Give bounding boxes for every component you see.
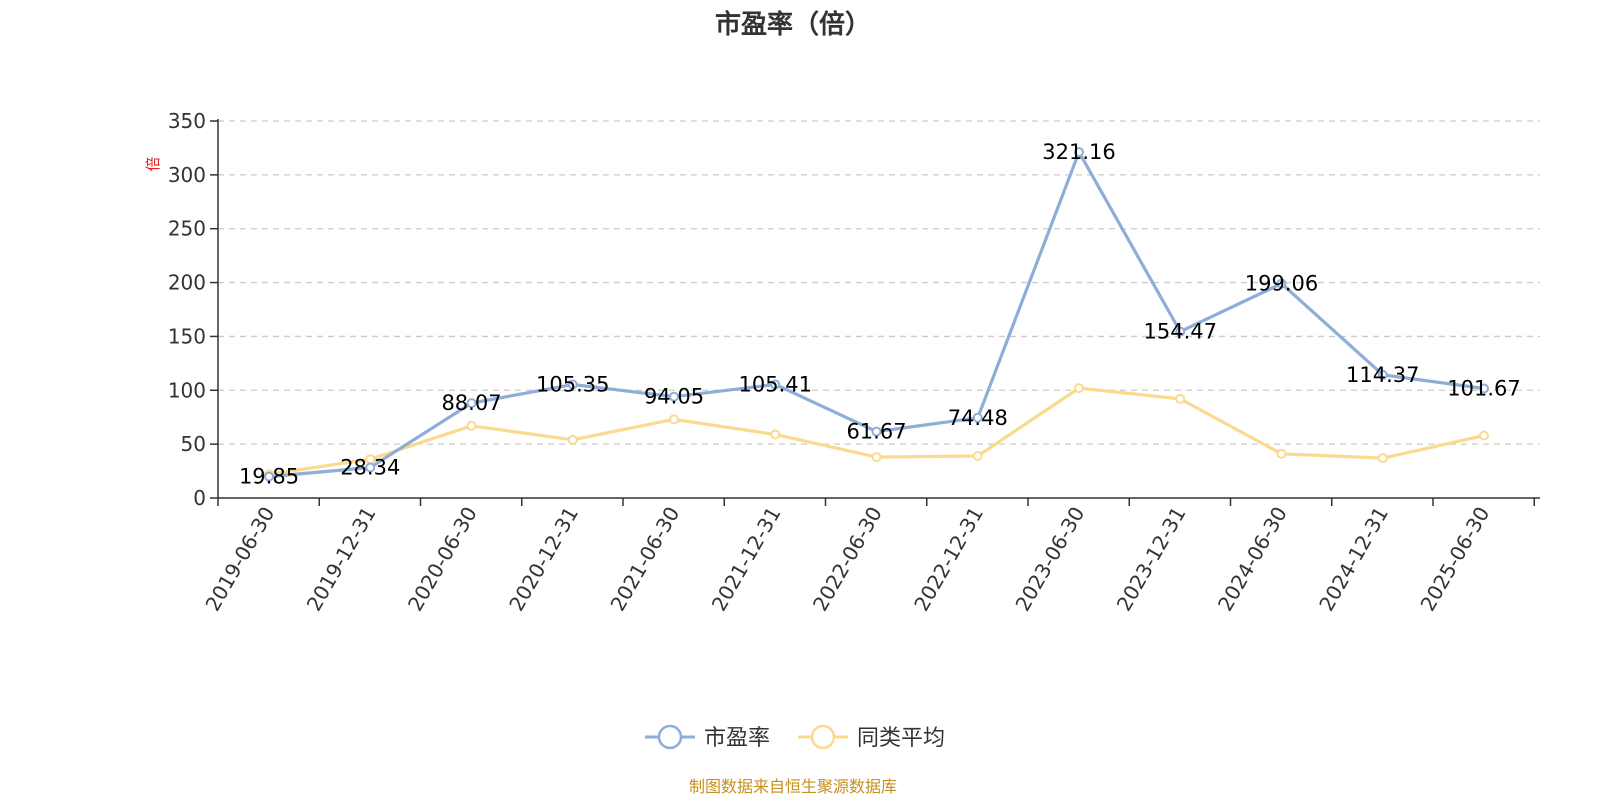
data-labels: 19.85 28.34 88.07 105.35 94.05 105.41 61.67 74.… [239,140,1521,489]
grid-lines [218,120,1540,445]
y-tick-label: 50 [181,432,206,456]
legend: 市盈率 同类平均 [645,724,945,751]
data-point [871,426,882,437]
data-label: 154.47 [1144,320,1217,344]
x-tick-label: 2019-12-31 [302,503,381,616]
x-tick-label: 2020-12-31 [504,503,583,616]
x-tick-label: 2019-06-30 [200,503,279,616]
series-layer [264,147,1489,482]
y-tick-label: 200 [168,271,206,295]
data-label: 28.34 [340,455,400,479]
x-tick-label: 2022-06-30 [808,503,887,616]
x-tick-label: 2023-06-30 [1010,503,1089,616]
x-tick-label: 2023-12-31 [1112,503,1191,616]
y-tick-label: 0 [193,486,206,510]
x-tick-label: 2024-12-31 [1314,503,1393,616]
data-point [871,452,882,463]
data-point [567,379,578,390]
data-point [567,434,578,445]
data-point [1479,430,1489,441]
x-tick-label: 2025-06-30 [1415,503,1494,616]
data-point [1377,369,1388,380]
x-tick-label: 2021-06-30 [605,503,684,616]
y-axis-label: 倍 [144,156,162,171]
data-label: 88.07 [441,391,501,415]
data-label: 19.85 [239,465,299,489]
data-label: 321.16 [1042,140,1115,164]
data-point [972,450,983,461]
data-label: 101.67 [1447,376,1520,400]
legend-marker [657,724,683,750]
chart-title: 市盈率（倍） [715,9,871,40]
y-tick-label: 150 [168,324,206,348]
x-tick-label: 2020-06-30 [403,503,482,616]
axes: 0 50 100 150 200 250 300 350 2019-06-30 2019-12-3… [168,109,1540,615]
legend-label: 同类平均 [857,726,945,751]
data-point [770,429,781,440]
data-point [1276,448,1287,459]
data-label: 105.35 [536,373,609,397]
data-point [466,398,477,409]
data-point [669,414,679,425]
data-label: 94.05 [644,385,704,409]
data-label: 114.37 [1346,363,1419,387]
data-point [669,391,679,402]
legend-marker [810,724,836,750]
data-point [770,379,781,390]
y-tick-label: 100 [168,378,206,402]
data-point [1175,326,1186,337]
data-point [1479,383,1489,394]
data-point [972,412,983,423]
legend-item-pe: 市盈率 [645,724,770,751]
data-point [466,420,477,431]
x-tick-label: 2022-12-31 [909,503,988,616]
x-tick-label: 2024-06-30 [1213,503,1292,616]
y-tick-label: 350 [168,109,206,133]
data-label: 105.41 [739,372,812,396]
data-label: 74.48 [948,406,1008,430]
data-point [1276,278,1287,289]
data-point [365,462,376,473]
data-point [1074,383,1084,394]
data-point [1074,147,1084,158]
data-label: 61.67 [846,420,906,444]
data-point [1377,453,1388,464]
x-tick-label: 2021-12-31 [707,503,786,616]
y-tick-label: 300 [168,163,206,187]
data-label: 199.06 [1245,272,1318,296]
legend-item-peer-avg: 同类平均 [798,724,945,751]
legend-label: 市盈率 [704,726,770,751]
data-point [1175,393,1186,404]
y-tick-label: 250 [168,217,206,241]
source-note: 制图数据来自恒生聚源数据库 [689,777,897,796]
data-point [264,471,274,482]
